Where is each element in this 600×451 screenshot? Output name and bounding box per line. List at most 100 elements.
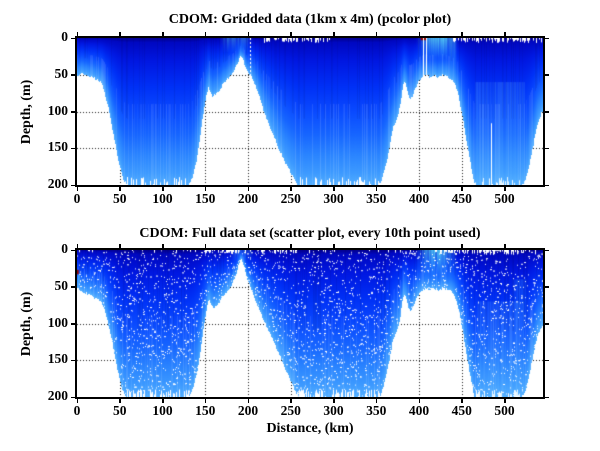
x-tick-label: 150: [195, 403, 216, 418]
x-tick-label: 250: [280, 403, 301, 418]
y-tick-mark: [71, 111, 75, 113]
y-tick-label: 0: [61, 241, 68, 256]
x-tick-mark: [76, 32, 78, 36]
x-tick-mark: [461, 32, 463, 36]
y-tick-mark: [545, 37, 549, 39]
scatter-plot-title: CDOM: Full data set (scatter plot, every…: [139, 226, 481, 241]
x-tick-mark: [375, 244, 378, 248]
x-tick-mark: [375, 32, 378, 36]
x-tick-mark: [333, 244, 335, 248]
x-tick-label: 50: [113, 403, 127, 418]
x-tick-mark: [162, 399, 164, 403]
x-tick-label: 350: [366, 403, 387, 418]
y-tick-label: 150: [47, 139, 68, 155]
pcolor-y-axis-label: Depth, (m): [19, 79, 34, 145]
y-tick-label: 200: [47, 176, 68, 191]
x-tick-mark: [418, 244, 421, 248]
scatter-y-axis-label: Depth, (m): [19, 291, 34, 357]
y-tick-mark: [71, 359, 75, 362]
x-tick-mark: [247, 399, 249, 403]
y-tick-mark: [71, 396, 75, 398]
x-tick-mark: [418, 32, 421, 36]
x-tick-label: 350: [366, 191, 387, 206]
y-tick-label: 200: [47, 388, 68, 403]
x-tick-label: 400: [408, 191, 430, 206]
x-tick-mark: [418, 187, 421, 191]
scatter-plot-canvas: [77, 250, 543, 397]
x-tick-mark: [247, 32, 249, 36]
x-tick-label: 200: [237, 191, 259, 206]
x-tick-label: 200: [237, 403, 259, 418]
y-tick-mark: [545, 74, 549, 76]
x-tick-label: 0: [73, 191, 81, 206]
x-tick-mark: [119, 399, 121, 403]
x-tick-mark: [162, 244, 164, 248]
x-tick-mark: [204, 244, 207, 248]
x-tick-mark: [418, 399, 421, 403]
y-tick-mark: [545, 323, 549, 325]
x-tick-label: 100: [152, 191, 173, 206]
x-tick-mark: [247, 244, 249, 248]
y-tick-mark: [545, 184, 549, 186]
x-tick-mark: [204, 399, 207, 403]
x-tick-label: 150: [195, 191, 216, 206]
x-tick-mark: [290, 399, 292, 403]
x-tick-mark: [247, 187, 249, 191]
x-tick-mark: [76, 244, 78, 248]
y-tick-mark: [545, 359, 549, 362]
y-tick-label: 100: [47, 314, 68, 330]
x-tick-mark: [204, 32, 207, 36]
x-tick-mark: [204, 187, 207, 191]
y-tick-mark: [71, 323, 75, 325]
x-tick-mark: [461, 187, 463, 191]
y-tick-label: 0: [61, 29, 68, 44]
y-tick-mark: [71, 286, 75, 288]
x-tick-mark: [461, 399, 463, 403]
x-tick-label: 250: [280, 191, 301, 206]
y-tick-mark: [545, 286, 549, 288]
x-tick-label: 0: [73, 403, 81, 418]
x-tick-mark: [290, 187, 292, 191]
x-tick-mark: [333, 399, 335, 403]
x-tick-mark: [333, 187, 335, 191]
x-tick-mark: [504, 399, 506, 403]
pcolor-plot-title: CDOM: Gridded data (1km x 4m) (pcolor pl…: [168, 12, 452, 27]
x-tick-mark: [119, 244, 121, 248]
x-tick-label: 500: [494, 191, 515, 206]
y-tick-mark: [71, 74, 75, 76]
x-tick-label: 300: [323, 403, 344, 418]
x-tick-mark: [504, 187, 506, 191]
x-axis-label: Distance, (km): [266, 421, 354, 436]
y-tick-label: 100: [47, 102, 68, 118]
x-tick-mark: [290, 32, 292, 36]
x-tick-label: 500: [494, 403, 515, 418]
x-tick-mark: [119, 32, 121, 36]
x-tick-mark: [76, 399, 78, 403]
y-tick-mark: [71, 37, 75, 39]
y-tick-label: 50: [54, 65, 69, 81]
y-tick-mark: [545, 111, 549, 113]
y-tick-mark: [545, 249, 549, 251]
y-tick-mark: [71, 147, 75, 150]
x-tick-mark: [375, 187, 378, 191]
pcolor-plot-canvas: [77, 38, 543, 185]
y-tick-mark: [545, 147, 549, 150]
x-tick-mark: [290, 244, 292, 248]
x-tick-mark: [375, 399, 378, 403]
y-tick-mark: [71, 184, 75, 186]
x-tick-mark: [461, 244, 463, 248]
y-tick-label: 50: [54, 277, 69, 293]
x-tick-mark: [504, 32, 506, 36]
x-tick-label: 300: [323, 191, 344, 206]
x-tick-mark: [333, 32, 335, 36]
x-tick-label: 450: [451, 191, 472, 206]
x-tick-mark: [119, 187, 121, 191]
x-tick-label: 450: [451, 403, 472, 418]
x-tick-label: 100: [152, 403, 173, 418]
y-tick-mark: [545, 396, 549, 398]
x-tick-label: 400: [408, 403, 430, 418]
x-tick-mark: [76, 187, 78, 191]
x-tick-label: 50: [113, 191, 127, 206]
x-tick-mark: [162, 187, 164, 191]
